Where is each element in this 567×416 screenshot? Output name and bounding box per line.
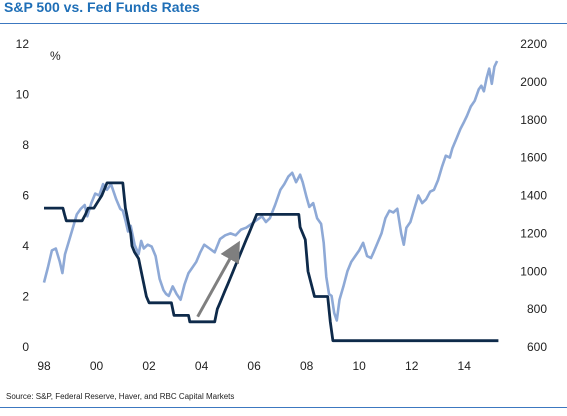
right-tick-label: 2000	[520, 75, 547, 89]
chart-title: S&P 500 vs. Fed Funds Rates	[4, 0, 200, 15]
x-tick-label: 04	[195, 359, 209, 373]
x-tick-label: 02	[142, 359, 156, 373]
right-tick-label: 1200	[520, 226, 547, 240]
left-tick-label: 10	[16, 88, 30, 102]
left-tick-label: 8	[22, 138, 29, 152]
x-tick-label: 00	[90, 359, 104, 373]
right-tick-label: 1800	[520, 113, 547, 127]
left-tick-label: 12	[16, 37, 30, 51]
x-tick-label: 10	[352, 359, 366, 373]
series-layer	[42, 60, 499, 343]
right-tick-label: 1600	[520, 151, 547, 165]
left-axis-unit-label: %	[50, 49, 61, 63]
x-tick-label: 08	[300, 359, 314, 373]
right-tick-label: 1000	[520, 264, 547, 278]
bottom-divider	[0, 407, 567, 408]
right-tick-label: 800	[527, 302, 547, 316]
source-note: Source: S&P, Federal Reserve, Haver, and…	[6, 392, 235, 401]
x-tick-label: 14	[458, 359, 472, 373]
right-axis: 600 800 1000 1200 1400 1600 1800 2000 2200	[520, 37, 547, 354]
left-tick-label: 4	[22, 239, 29, 253]
right-tick-label: 1400	[520, 189, 547, 203]
right-tick-label: 2200	[520, 37, 547, 51]
x-axis: 98 00 02 04 06 08 10 12 14	[37, 359, 471, 373]
series-line-fed-funds	[44, 181, 499, 343]
title-divider	[0, 23, 567, 24]
annotation-layer	[196, 240, 240, 318]
x-tick-label: 98	[37, 359, 51, 373]
right-tick-label: 600	[527, 340, 547, 354]
x-tick-label: 12	[405, 359, 419, 373]
left-tick-label: 6	[22, 189, 29, 203]
trend-arrow	[196, 240, 240, 318]
left-tick-label: 2	[22, 290, 29, 304]
series-line-sp500	[42, 60, 499, 322]
left-tick-label: 0	[22, 340, 29, 354]
x-tick-label: 06	[247, 359, 261, 373]
left-axis: 0 2 4 6 8 10 12	[16, 37, 30, 354]
